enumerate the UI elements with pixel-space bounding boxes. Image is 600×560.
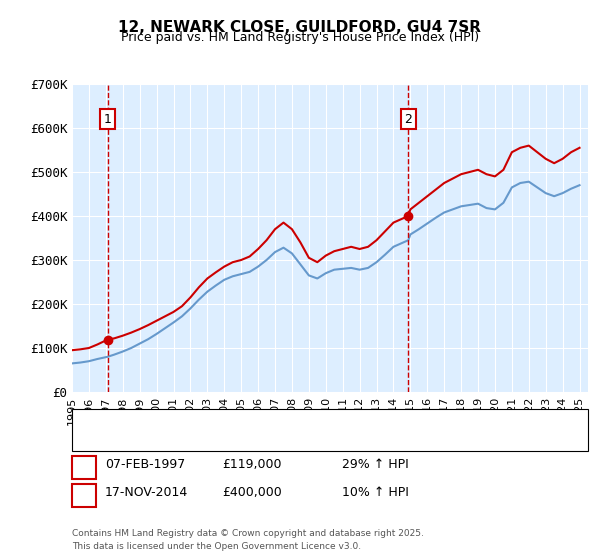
- Text: 17-NOV-2014: 17-NOV-2014: [105, 486, 188, 500]
- Text: 12, NEWARK CLOSE, GUILDFORD, GU4 7SR (semi-detached house): 12, NEWARK CLOSE, GUILDFORD, GU4 7SR (se…: [111, 419, 458, 429]
- Text: 2: 2: [404, 113, 412, 125]
- Text: 07-FEB-1997: 07-FEB-1997: [105, 458, 185, 472]
- Text: ——: ——: [81, 442, 109, 456]
- Text: £119,000: £119,000: [222, 458, 281, 472]
- Text: 1: 1: [104, 113, 112, 125]
- Text: ——: ——: [81, 420, 109, 434]
- Text: 2: 2: [80, 489, 88, 502]
- Text: 29% ↑ HPI: 29% ↑ HPI: [342, 458, 409, 472]
- Text: Price paid vs. HM Land Registry's House Price Index (HPI): Price paid vs. HM Land Registry's House …: [121, 31, 479, 44]
- Text: 10% ↑ HPI: 10% ↑ HPI: [342, 486, 409, 500]
- Text: £400,000: £400,000: [222, 486, 282, 500]
- Text: Contains HM Land Registry data © Crown copyright and database right 2025.
This d: Contains HM Land Registry data © Crown c…: [72, 529, 424, 550]
- Text: 12, NEWARK CLOSE, GUILDFORD, GU4 7SR: 12, NEWARK CLOSE, GUILDFORD, GU4 7SR: [119, 20, 482, 35]
- Text: 1: 1: [80, 461, 88, 474]
- Text: HPI: Average price, semi-detached house, Guildford: HPI: Average price, semi-detached house,…: [111, 441, 381, 451]
